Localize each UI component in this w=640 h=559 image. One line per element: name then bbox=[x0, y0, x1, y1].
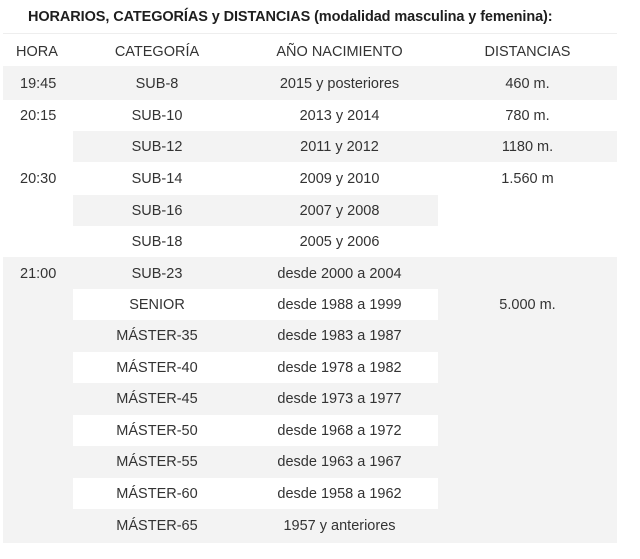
categoria-cell: MÁSTER-50 bbox=[116, 422, 198, 439]
categoria-cell: MÁSTER-60 bbox=[116, 485, 198, 502]
anio-cell: 2015 y posteriores bbox=[279, 75, 400, 92]
hora-cell: 19:45 bbox=[20, 75, 57, 92]
row-bg-sub16 bbox=[73, 195, 438, 226]
distancia-cell: 780 m. bbox=[505, 107, 550, 124]
anio-cell: 1957 y anteriores bbox=[283, 518, 396, 534]
categoria-cell: SENIOR bbox=[129, 296, 185, 313]
distancia-cell: 1180 m. bbox=[501, 138, 554, 155]
hora-cell: 20:30 bbox=[20, 170, 57, 187]
row-bg-master50 bbox=[73, 415, 438, 446]
categoria-cell: SUB-23 bbox=[131, 265, 183, 282]
distancia-cell: 460 m. bbox=[505, 75, 550, 92]
hora-cell: 20:15 bbox=[20, 107, 57, 124]
anio-cell: desde 1958 a 1962 bbox=[277, 485, 402, 502]
header-anio: AÑO NACIMIENTO bbox=[276, 44, 403, 60]
categoria-cell: MÁSTER-40 bbox=[116, 359, 198, 376]
categoria-cell: MÁSTER-35 bbox=[116, 328, 198, 344]
anio-cell: 2005 y 2006 bbox=[299, 233, 380, 250]
categoria-cell: SUB-18 bbox=[131, 233, 183, 250]
anio-cell: desde 1973 a 1977 bbox=[277, 391, 402, 407]
anio-cell: desde 1968 a 1972 bbox=[277, 422, 402, 439]
header-categoria: CATEGORÍA bbox=[114, 44, 200, 60]
categoria-cell: SUB-10 bbox=[131, 107, 183, 124]
categoria-cell: MÁSTER-45 bbox=[116, 391, 198, 407]
anio-cell: desde 1983 a 1987 bbox=[277, 328, 402, 344]
hora-cell: 21:00 bbox=[20, 265, 57, 282]
page-title: HORARIOS, CATEGORÍAS y DISTANCIAS (modal… bbox=[28, 9, 553, 25]
categoria-cell: MÁSTER-65 bbox=[116, 518, 198, 534]
anio-cell: desde 1988 a 1999 bbox=[277, 296, 402, 313]
anio-cell: 2013 y 2014 bbox=[299, 107, 380, 124]
categoria-cell: SUB-8 bbox=[135, 75, 179, 92]
categoria-cell: MÁSTER-55 bbox=[116, 454, 198, 470]
categoria-cell: SUB-16 bbox=[131, 202, 183, 219]
divider bbox=[3, 33, 617, 34]
anio-cell: 2007 y 2008 bbox=[299, 202, 380, 219]
categoria-cell: SUB-12 bbox=[131, 138, 183, 155]
categoria-cell: SUB-14 bbox=[131, 170, 183, 187]
anio-cell: desde 1978 a 1982 bbox=[277, 359, 402, 376]
distancia-cell: 1.560 m bbox=[501, 170, 554, 187]
anio-cell: 2009 y 2010 bbox=[299, 170, 380, 187]
anio-cell: 2011 y 2012 bbox=[300, 138, 379, 155]
distancia-cell: 5.000 m. bbox=[499, 296, 556, 313]
anio-cell: desde 2000 a 2004 bbox=[277, 265, 402, 282]
header-hora: HORA bbox=[16, 44, 58, 60]
row-bg-master60 bbox=[73, 478, 438, 509]
row-bg-senior bbox=[73, 289, 438, 320]
row-bg-19-45 bbox=[3, 66, 617, 100]
row-bg-master40 bbox=[73, 352, 438, 383]
row-bg-sub12 bbox=[73, 131, 617, 162]
header-distancias: DISTANCIAS bbox=[484, 44, 571, 60]
anio-cell: desde 1963 a 1967 bbox=[277, 454, 402, 470]
